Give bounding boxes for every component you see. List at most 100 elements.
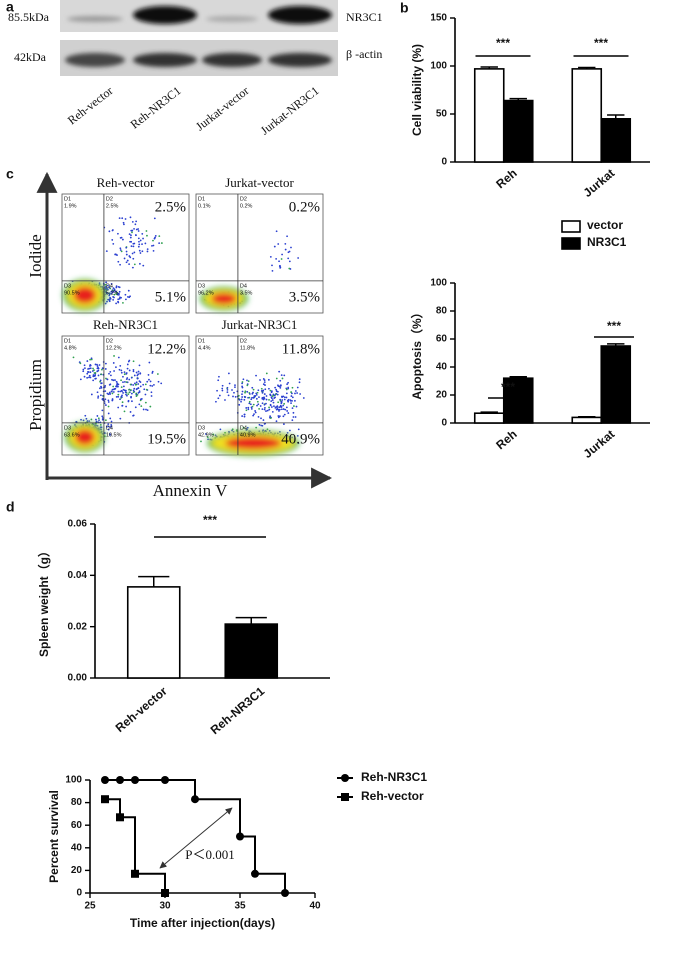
event-dot: [260, 417, 262, 420]
event-dot: [243, 415, 246, 418]
event-dot: [135, 381, 138, 384]
event-dot: [206, 436, 209, 439]
event-dot: [246, 379, 248, 382]
event-dot: [95, 418, 97, 421]
event-dot: [102, 397, 104, 400]
quadrant-name: D3: [64, 425, 71, 431]
event-dot: [96, 391, 99, 394]
panel-letter: c: [6, 166, 14, 182]
y-tick-label: 80: [71, 797, 83, 808]
event-dot: [263, 381, 266, 383]
event-dot: [245, 407, 248, 409]
quadrant-name: D4: [240, 425, 247, 431]
event-dot: [275, 388, 278, 391]
event-dot: [110, 425, 112, 428]
event-dot: [82, 419, 85, 422]
quadrant-name: D1: [198, 338, 205, 344]
event-dot: [160, 382, 163, 385]
event-dot: [270, 406, 273, 408]
event-dot: [101, 415, 104, 418]
event-dot: [265, 410, 267, 412]
bar: [473, 68, 505, 163]
y-tick-label: 100: [65, 775, 82, 786]
event-dot: [110, 424, 113, 426]
event-dot: [279, 379, 282, 382]
event-dot: [115, 302, 118, 305]
event-dot: [113, 293, 116, 296]
flow-plot: D14.4%D211.8%D342.9%D440.9%11.8%40.9%Jur…: [195, 317, 324, 457]
event-dot: [246, 390, 249, 393]
event-dot: [247, 406, 250, 409]
event-dot: [125, 261, 128, 264]
event-dot: [107, 423, 110, 425]
band: [67, 16, 123, 22]
event-dot: [101, 417, 104, 419]
event-dot: [104, 384, 107, 387]
event-dot: [275, 390, 278, 393]
big-percent: 0.2%: [289, 199, 320, 215]
event-dot: [200, 440, 202, 443]
event-dot: [247, 408, 250, 411]
event-dot: [279, 398, 282, 401]
event-dot: [99, 379, 102, 382]
event-dot: [158, 235, 161, 238]
quadrant-value: 12.2%: [106, 345, 122, 351]
event-dot: [275, 420, 278, 423]
event-dot: [157, 380, 160, 383]
event-dot: [113, 289, 116, 292]
event-dot: [287, 412, 290, 414]
event-dot: [232, 395, 234, 398]
quadrant-name: D4: [106, 283, 113, 289]
event-dot: [128, 263, 131, 265]
event-dot: [297, 428, 300, 431]
event-dot: [284, 248, 287, 251]
event-dot: [146, 380, 149, 383]
x-tick-label: 40: [309, 901, 321, 912]
event-dot: [296, 386, 299, 389]
x-tick-label: Reh-NR3C1: [208, 684, 268, 737]
event-dot: [290, 392, 293, 395]
event-dot: [299, 393, 302, 395]
event-dot: [131, 231, 133, 234]
event-dot: [96, 370, 99, 373]
x-tick-label: 25: [84, 901, 96, 912]
legend-marker: [341, 793, 349, 801]
event-dot: [125, 405, 128, 408]
quadrant-value: 42.9%: [198, 432, 214, 438]
event-dot: [212, 433, 215, 436]
event-dot: [106, 284, 109, 287]
event-dot: [144, 242, 147, 245]
significance: ***: [607, 319, 621, 333]
event-dot: [135, 228, 138, 231]
event-dot: [106, 425, 108, 428]
event-dot: [138, 380, 141, 383]
event-dot: [110, 420, 113, 423]
event-dot: [257, 416, 260, 418]
event-dot: [269, 403, 272, 406]
event-dot: [117, 395, 120, 398]
event-dot: [92, 379, 95, 382]
event-dot: [112, 379, 115, 382]
event-dot: [108, 286, 111, 289]
event-dot: [151, 372, 154, 374]
event-dot: [160, 242, 163, 244]
event-dot: [282, 415, 285, 418]
event-dot: [285, 388, 288, 391]
event-dot: [114, 379, 116, 381]
event-dot: [138, 249, 141, 252]
event-dot: [113, 370, 115, 372]
bar: [571, 68, 603, 163]
event-dot: [136, 377, 139, 380]
event-dot: [132, 384, 135, 386]
event-dot: [148, 378, 150, 381]
event-dot: [128, 359, 131, 362]
quadrant-name: D2: [106, 338, 113, 344]
quadrant-name: D4: [240, 283, 247, 289]
event-dot: [138, 364, 141, 367]
event-dot: [246, 384, 249, 387]
event-dot: [137, 373, 140, 376]
event-dot: [302, 397, 305, 399]
marker: [131, 776, 139, 784]
event-dot: [108, 392, 111, 395]
event-dot: [254, 411, 257, 414]
